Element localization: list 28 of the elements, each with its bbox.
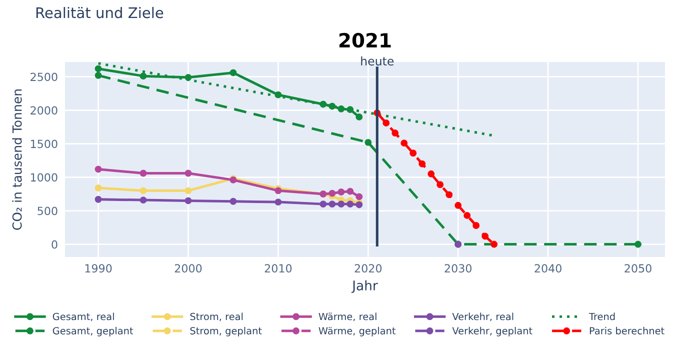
x-axis-title: Jahr bbox=[351, 280, 378, 293]
x-tick-label: 2020 bbox=[354, 264, 382, 273]
legend-label: Verkehr, real bbox=[452, 312, 514, 322]
legend-label: Gesamt, geplant bbox=[52, 326, 134, 336]
x-tick-label: 2010 bbox=[264, 264, 292, 273]
legend-label: Trend bbox=[588, 312, 615, 320]
legend-label: Wärme, geplant bbox=[318, 326, 396, 336]
y-axis-title: CO₂ in tausend Tonnen bbox=[12, 90, 22, 230]
legend-label: Verkehr, geplant bbox=[452, 326, 532, 336]
y-tick-label: 0 bbox=[52, 240, 58, 249]
x-tick-label: 2000 bbox=[174, 264, 202, 273]
x-tick-label: 2040 bbox=[534, 264, 562, 273]
ref-line-label: heute bbox=[361, 56, 394, 66]
legend-label: Wärme, real bbox=[318, 312, 376, 322]
y-tick-label: 2000 bbox=[30, 106, 58, 115]
x-tick-label: 1990 bbox=[85, 264, 112, 273]
x-tick-label: 2050 bbox=[624, 264, 652, 273]
y-tick-label: 500 bbox=[38, 206, 58, 216]
chart-subtitle: 2021 bbox=[339, 32, 391, 48]
legend-label: Paris berechnet bbox=[590, 326, 664, 334]
chart-title: Realität und Ziele bbox=[36, 6, 164, 18]
y-tick-label: 1000 bbox=[31, 173, 58, 182]
y-tick-label: 2500 bbox=[30, 72, 58, 82]
legend-label: Gesamt, real bbox=[52, 312, 114, 322]
legend-label: Strom, real bbox=[190, 312, 243, 322]
legend-label: Strom, geplant bbox=[190, 326, 262, 336]
x-tick-label: 2030 bbox=[444, 264, 472, 273]
y-tick-label: 1500 bbox=[31, 140, 58, 148]
